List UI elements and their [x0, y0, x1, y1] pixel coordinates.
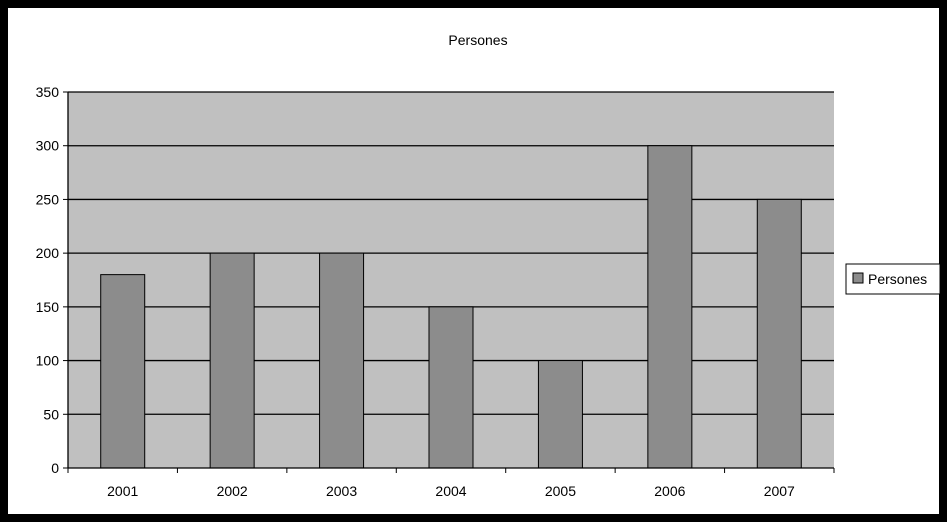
y-tick-label: 150	[36, 299, 60, 315]
x-tick-label: 2001	[107, 483, 138, 499]
y-tick-label: 50	[43, 406, 59, 422]
bar-2005	[537, 360, 583, 469]
bar-2007	[756, 198, 802, 469]
y-tick-label: 200	[36, 245, 60, 261]
legend-swatch	[852, 272, 864, 284]
y-tick-label: 100	[36, 353, 60, 369]
bar-2004	[428, 306, 474, 469]
y-tick-label: 0	[51, 460, 59, 476]
x-tick-label: 2006	[654, 483, 685, 499]
plot-area: 0 50 100 150 200 250 300 350 2001 2002 2003 2004 200…	[36, 84, 835, 499]
y-tick-label: 350	[36, 84, 60, 100]
legend: Persones	[845, 263, 941, 295]
x-tick-label: 2007	[764, 483, 795, 499]
bar-2002	[209, 252, 255, 469]
bar-2003	[319, 252, 365, 469]
x-tick-label: 2003	[326, 483, 357, 499]
bar-2001	[100, 274, 146, 469]
y-tick-label: 250	[36, 191, 60, 207]
x-tick-label: 2002	[217, 483, 248, 499]
x-tick-label: 2004	[435, 483, 466, 499]
x-tick-label: 2005	[545, 483, 576, 499]
bar-2006	[647, 145, 693, 469]
legend-label: Persones	[868, 271, 927, 287]
y-tick-label: 300	[36, 138, 60, 154]
chart-title: Persones	[448, 32, 507, 48]
